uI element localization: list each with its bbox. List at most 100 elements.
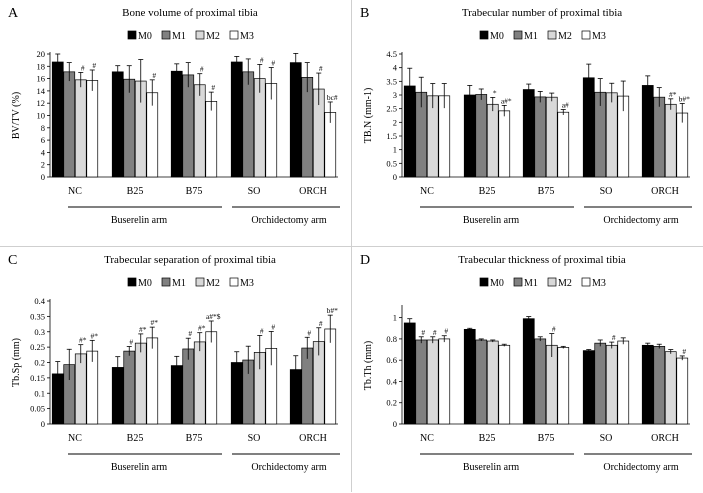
y-axis-label: Tb.Th (mm)	[363, 341, 374, 390]
y-tick-label: 0	[41, 419, 45, 429]
legend-label-m2: M2	[206, 278, 220, 289]
y-tick-label: 0.8	[386, 334, 397, 344]
legend-swatch-m2	[547, 30, 557, 40]
legend-swatch-m1	[161, 277, 171, 287]
bar-orch-m2	[664, 351, 677, 425]
bar-b75-m1	[182, 348, 195, 425]
bar-so-m1	[242, 71, 255, 178]
y-tick-label: 0.3	[34, 327, 45, 337]
x-tick-label-b75: B75	[538, 186, 555, 197]
bar-b75-m1	[182, 74, 195, 178]
bar-b25-m2	[486, 340, 499, 425]
significance-label: #*	[669, 90, 677, 99]
buserelin-arm-label: Buserelin arm	[463, 462, 520, 473]
y-tick-label: 0.4	[386, 376, 397, 386]
y-tick-label: 4	[41, 147, 46, 157]
legend-label-m3: M3	[592, 31, 606, 42]
y-tick-label: 0.15	[30, 373, 45, 383]
bar-nc-m1	[415, 339, 428, 425]
significance-label: #*	[151, 318, 159, 327]
buserelin-arm-label: Buserelin arm	[463, 215, 520, 226]
legend-swatch-m3	[581, 277, 591, 287]
x-tick-label-b25: B25	[127, 186, 144, 197]
legend-label-m1: M1	[172, 31, 186, 42]
significance-label: #*	[79, 336, 87, 345]
y-tick-label: 8	[41, 123, 45, 133]
y-tick-label: 0.05	[30, 404, 45, 414]
bar-b75-m3	[205, 101, 218, 178]
x-tick-label-so: SO	[248, 433, 261, 444]
panel-c-trabecular-separation-chart: C Trabecular separation of proximal tibia…	[8, 253, 340, 473]
x-tick-label-b75: B75	[538, 433, 555, 444]
significance-label: #	[260, 326, 264, 335]
bar-b25-m1	[123, 78, 136, 178]
significance-label: #*	[198, 324, 206, 333]
panel-letter: A	[8, 6, 19, 21]
bar-b25-m1	[123, 350, 136, 425]
legend-label-m1: M1	[172, 278, 186, 289]
legend-swatch-m2	[547, 277, 557, 287]
bar-so-m3	[617, 340, 630, 425]
x-tick-label-b75: B75	[186, 186, 203, 197]
bar-b25-m3	[498, 110, 511, 178]
significance-label: #*	[91, 331, 99, 340]
y-tick-label: 0.25	[30, 342, 45, 352]
buserelin-arm-label: Buserelin arm	[111, 462, 168, 473]
buserelin-arm-label: Buserelin arm	[111, 215, 168, 226]
chart-title: Bone volume of proximal tibia	[122, 7, 258, 19]
y-tick-label: 0.2	[34, 358, 45, 368]
y-tick-label: 1.5	[386, 131, 397, 141]
x-tick-label-so: SO	[600, 433, 613, 444]
x-tick-label-orch: ORCH	[299, 186, 327, 197]
bar-b75-m0	[522, 89, 535, 178]
significance-label: a#*$	[206, 312, 221, 321]
x-tick-label-orch: ORCH	[651, 433, 679, 444]
legend-swatch-m0	[127, 277, 137, 287]
x-tick-label-orch: ORCH	[651, 186, 679, 197]
bar-so-m0	[582, 77, 595, 178]
panel-letter: C	[8, 253, 17, 268]
legend-label-m2: M2	[558, 278, 572, 289]
significance-label: #	[552, 325, 556, 334]
bar-orch-m3	[324, 328, 337, 425]
y-tick-label: 0	[393, 419, 397, 429]
bar-nc-m2	[74, 353, 87, 425]
significance-label: #	[433, 328, 437, 337]
y-tick-label: 18	[37, 61, 46, 71]
bar-b25-m1	[475, 339, 488, 425]
bar-b25-m0	[463, 328, 476, 425]
bar-orch-m1	[301, 77, 314, 178]
x-tick-label-nc: NC	[68, 433, 82, 444]
legend-label-m0: M0	[490, 278, 504, 289]
bar-nc-m0	[51, 61, 64, 178]
significance-label: #	[444, 327, 448, 336]
x-tick-label-b25: B25	[479, 433, 496, 444]
y-axis-label: Tb.Sp (mm)	[11, 338, 22, 387]
chart-title: Trabecular thickness of proximal tibia	[458, 254, 626, 266]
bar-nc-m3	[438, 338, 451, 425]
significance-label: #	[319, 319, 323, 328]
bar-b25-m0	[463, 94, 476, 178]
x-tick-label-b25: B25	[127, 433, 144, 444]
bar-b75-m2	[545, 344, 558, 425]
y-tick-label: 14	[37, 86, 46, 96]
y-tick-label: 1	[393, 145, 397, 155]
bar-b75-m0	[522, 318, 535, 425]
significance-label: #	[271, 322, 275, 331]
y-tick-label: 20	[37, 49, 46, 59]
significance-label: #	[271, 59, 275, 68]
y-axis-label: BV/TV (%)	[11, 92, 22, 139]
y-tick-label: 0.6	[386, 355, 397, 365]
significance-label: #	[211, 83, 215, 92]
legend-swatch-m0	[127, 30, 137, 40]
legend-swatch-m3	[581, 30, 591, 40]
x-tick-label-orch: ORCH	[299, 433, 327, 444]
bar-orch-m1	[653, 96, 666, 178]
x-tick-label-nc: NC	[420, 186, 434, 197]
y-tick-label: 0.35	[30, 311, 45, 321]
significance-label: #	[421, 328, 425, 337]
x-tick-label-nc: NC	[68, 186, 82, 197]
x-tick-label-b75: B75	[186, 433, 203, 444]
bar-b75-m3	[557, 347, 570, 425]
legend-swatch-m3	[229, 277, 239, 287]
